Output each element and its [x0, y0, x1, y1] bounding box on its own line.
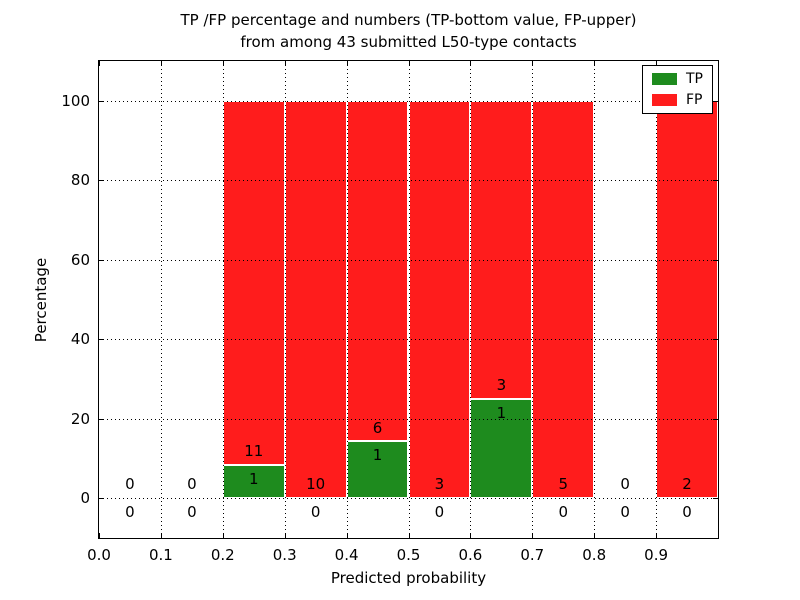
x-tick-label: 0.5: [396, 546, 421, 564]
legend-swatch-fp-icon: [652, 94, 677, 106]
x-axis-label: Predicted probability: [330, 569, 487, 587]
legend: TP FP: [642, 65, 713, 114]
y-tick-label: 100: [61, 91, 90, 110]
y-tick-label: 0: [80, 489, 90, 508]
y-axis-label: Percentage: [32, 257, 50, 343]
bar-fp-segment: [284, 100, 347, 499]
bar-fp-segment: [532, 100, 595, 499]
y-tick-label: 80: [70, 171, 90, 190]
bar-fp-segment: [346, 100, 409, 442]
chart-title: TP /FP percentage and numbers (TP-bottom…: [98, 9, 719, 53]
x-tick-label: 0.9: [644, 546, 669, 564]
x-tick-label: 0.3: [272, 546, 297, 564]
x-tick-label: 0.4: [334, 546, 359, 564]
bar-fp-segment: [656, 100, 718, 499]
bars-layer: [99, 61, 718, 538]
chart-title-line1: TP /FP percentage and numbers (TP-bottom…: [180, 11, 637, 29]
bar-fp-segment: [222, 100, 285, 466]
bar-tp-segment: [470, 398, 533, 499]
legend-label-tp: TP: [686, 71, 703, 87]
y-tick-label: 20: [70, 409, 90, 428]
bar-tp-segment: [346, 441, 409, 499]
x-tick-label: 0.6: [458, 546, 483, 564]
legend-item-fp: FP: [652, 93, 703, 107]
x-tick-label: 0.8: [582, 546, 607, 564]
legend-item-tp: TP: [652, 72, 703, 86]
bar-fp-segment: [470, 100, 533, 399]
bar-tp-segment: [222, 465, 285, 499]
y-tick-label: 40: [70, 330, 90, 349]
bar-fp-segment: [408, 100, 471, 499]
x-tick-label: 0.0: [87, 546, 111, 564]
x-tick-label: 0.7: [520, 546, 545, 564]
legend-swatch-tp-icon: [652, 73, 677, 85]
y-tick-label: 60: [70, 250, 90, 269]
x-tick-label: 0.1: [148, 546, 173, 564]
legend-label-fp: FP: [686, 92, 703, 108]
plot-area: 0 20 40 60 80 100 0.0 0.1 0.2 0.3 0.4 0.5 0.6 0.7 0.8 0…: [61, 60, 719, 564]
x-tick-label: 0.2: [210, 546, 235, 564]
chart-title-line2: from among 43 submitted L50-type contact…: [240, 33, 577, 51]
